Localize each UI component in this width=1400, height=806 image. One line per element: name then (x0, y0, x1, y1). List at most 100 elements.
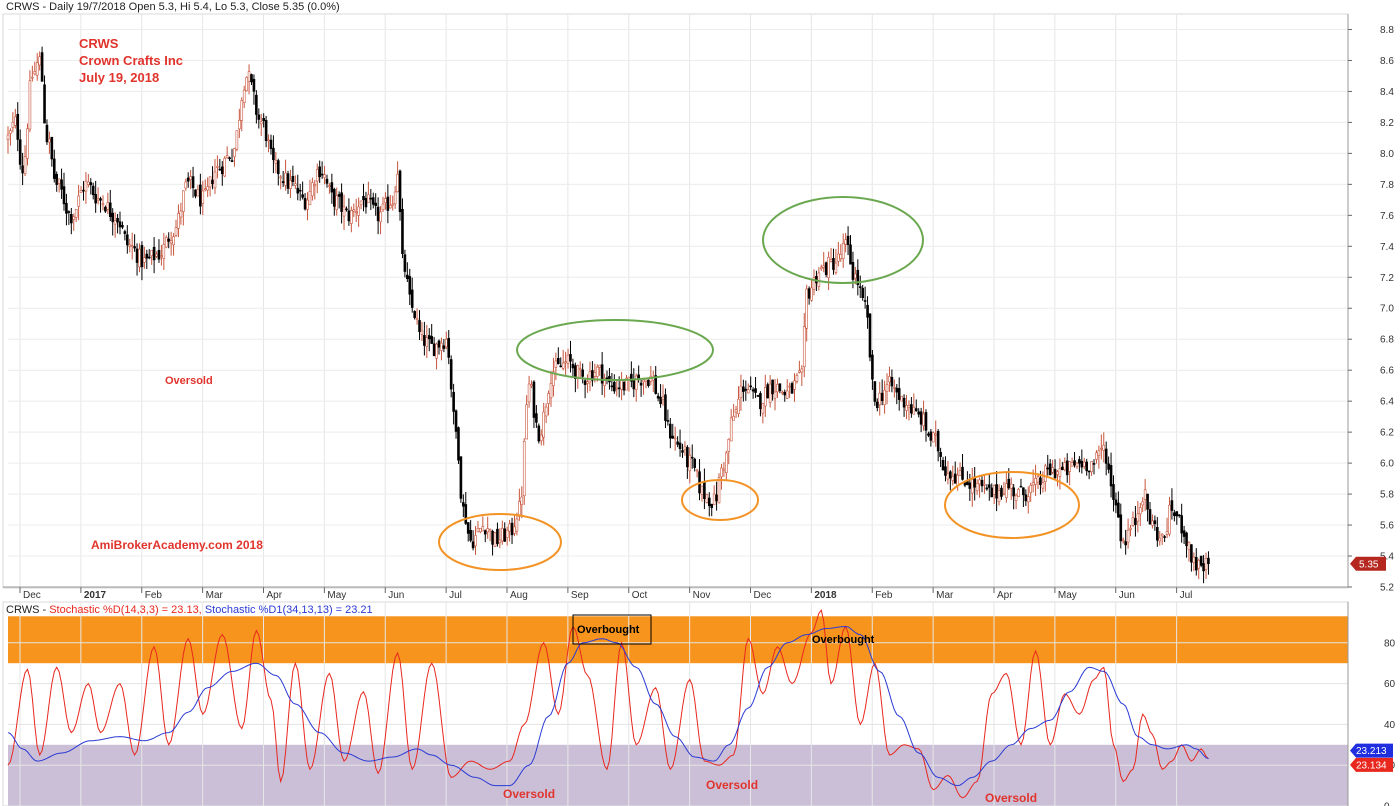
candle-body (408, 276, 412, 295)
candle-body (688, 454, 692, 472)
price-y-label-11: 7.4 (1380, 242, 1394, 253)
candle-body (340, 192, 343, 212)
candle-body (459, 456, 463, 499)
candle-body (1080, 460, 1084, 468)
candle-body (890, 377, 894, 387)
candle-body (294, 183, 297, 186)
candle-body (705, 494, 709, 503)
candle-body (763, 386, 767, 407)
candle-body (206, 186, 209, 191)
candle-body (1124, 541, 1127, 546)
candle-body (910, 404, 913, 414)
candle-body (1009, 483, 1013, 489)
candle-body (829, 259, 833, 262)
candle-body (1058, 468, 1062, 477)
candle-body (393, 191, 397, 205)
candle-body (1173, 512, 1176, 516)
candle-body (306, 199, 309, 210)
candle-body (57, 178, 61, 184)
x-tick-label-9: Sep (571, 590, 589, 601)
candle-body (145, 253, 149, 259)
candle-body (99, 198, 102, 201)
candle-body (666, 420, 670, 422)
candle-body (707, 497, 711, 507)
candle-body (352, 209, 356, 212)
candle-body (35, 62, 39, 76)
candle-body (38, 56, 41, 66)
stoch-line-1 (7, 625, 1209, 787)
candle-body (1100, 447, 1103, 450)
candle-body (325, 178, 329, 184)
candle-body (936, 430, 940, 452)
candle-body (1044, 465, 1047, 482)
price-header: CRWS - Daily 19/7/2018 Open 5.3, Hi 5.4,… (6, 1, 340, 13)
candle-body (827, 257, 830, 278)
date-annotation: July 19, 2018 (79, 70, 159, 85)
candle-body (345, 208, 348, 211)
candle-body (593, 372, 597, 377)
candle-body (1136, 513, 1140, 522)
candle-body (875, 401, 879, 409)
candle-body (598, 364, 602, 368)
candle-body (444, 338, 448, 348)
candle-body (647, 379, 650, 386)
overbought-box (572, 614, 652, 645)
candle-body (464, 504, 468, 524)
candle-body (286, 173, 290, 189)
candle-body (1177, 514, 1181, 517)
candle-body (756, 395, 760, 397)
candle-body (934, 433, 938, 436)
candle-body (245, 77, 248, 92)
candle-body (26, 128, 29, 159)
orange-ellipse-aug (438, 513, 562, 571)
x-tick-label-10: Oct (632, 590, 648, 601)
candle-body (96, 198, 100, 201)
candle-body (65, 202, 68, 214)
d-last-value: 23.134 (1356, 760, 1387, 771)
candle-body (303, 198, 307, 210)
candle-body (1056, 471, 1059, 475)
candle-body (208, 176, 212, 188)
stoch-y-axis: 020406080 (1347, 602, 1396, 806)
candle-body (135, 248, 139, 263)
candle-body (737, 398, 740, 415)
candle-body (1046, 467, 1050, 470)
candle-body (228, 157, 231, 160)
candle-body (415, 318, 419, 320)
candle-body (508, 523, 511, 532)
price-y-label-0: 5.2 (1380, 583, 1394, 594)
candle-body (347, 210, 351, 222)
candle-body (919, 411, 923, 425)
candle-body (535, 413, 538, 423)
candle-body (284, 172, 287, 186)
candle-body (946, 473, 950, 480)
candle-body (62, 186, 66, 205)
candle-body (1141, 501, 1145, 506)
candle-body (1192, 556, 1196, 563)
company-annotation: Crown Crafts Inc (79, 53, 183, 68)
candle-body (944, 466, 947, 476)
candle-body (440, 342, 443, 351)
candle-body (84, 180, 88, 192)
candle-body (1114, 499, 1118, 506)
x-tick-label-1: 2017 (84, 590, 107, 601)
candle-body (997, 490, 1001, 502)
candle-body (449, 359, 453, 390)
candle-body (800, 368, 804, 373)
candle-body (761, 403, 765, 414)
x-tick-label-5: May (327, 590, 346, 601)
candle-body (1180, 515, 1183, 534)
candle-body (1000, 487, 1003, 497)
candle-body (1197, 560, 1201, 569)
candle-body (77, 195, 80, 207)
d-last-tag: 23.134 (1350, 757, 1393, 772)
candle-body (155, 253, 158, 257)
candle-body (1129, 527, 1132, 530)
candle-body (956, 474, 959, 486)
candle-body (564, 361, 567, 364)
candle-body (1199, 555, 1203, 566)
candle-body (917, 411, 920, 415)
stoch-header: CRWS - Stochastic %D(14,3,3) = 23.13, St… (6, 604, 373, 616)
candle-body (754, 388, 757, 393)
